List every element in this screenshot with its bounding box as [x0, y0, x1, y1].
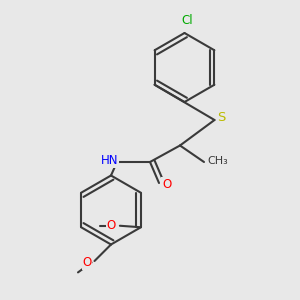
- Text: O: O: [162, 178, 171, 191]
- Text: Cl: Cl: [182, 14, 193, 28]
- Text: O: O: [106, 219, 116, 232]
- Text: O: O: [82, 256, 91, 269]
- Text: HN: HN: [101, 154, 118, 167]
- Text: CH₃: CH₃: [207, 155, 228, 166]
- Text: S: S: [217, 111, 225, 124]
